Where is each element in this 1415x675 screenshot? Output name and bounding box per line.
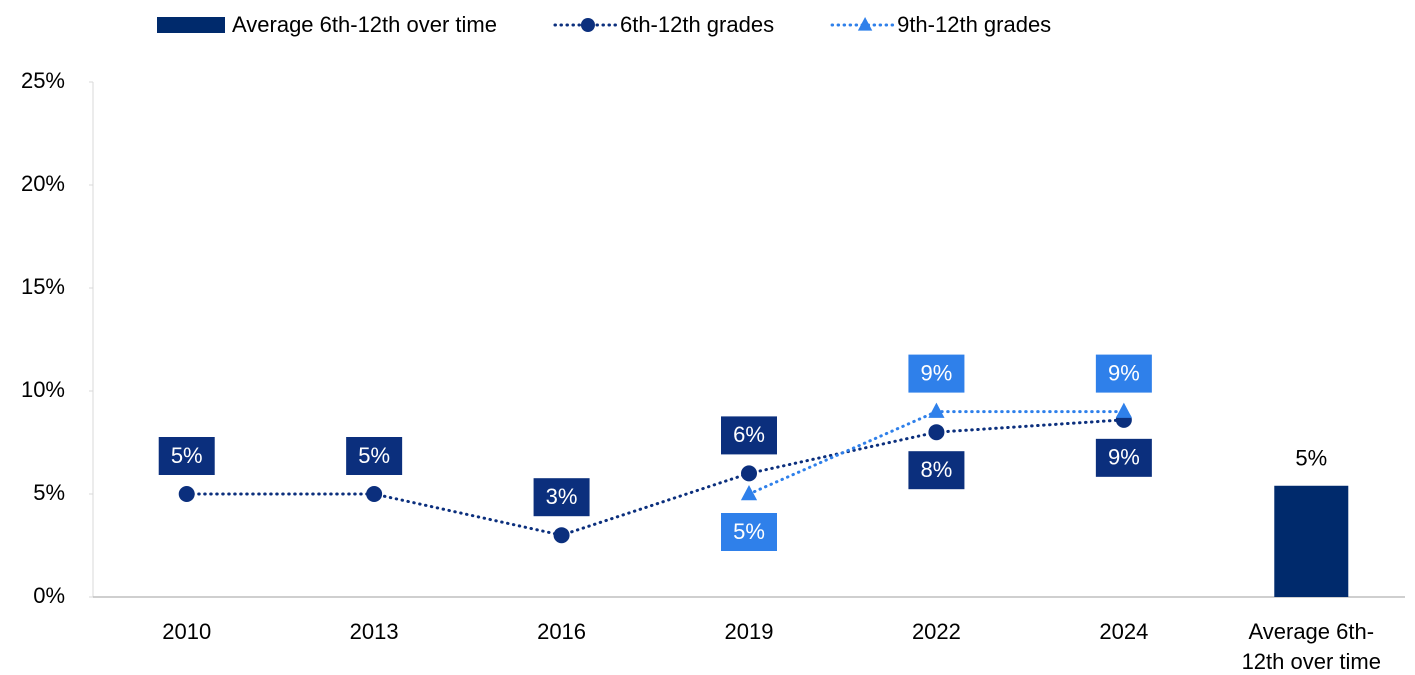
label-box	[1095, 438, 1152, 477]
y-tick-label: 5%	[33, 480, 65, 505]
label-box	[1095, 354, 1152, 393]
point	[928, 402, 945, 418]
label-box	[908, 354, 965, 393]
line	[185, 418, 1126, 537]
point	[1115, 402, 1132, 418]
y-tick-label: 25%	[21, 68, 65, 93]
point	[741, 465, 757, 482]
x-tick-label: 2024	[1099, 619, 1149, 644]
point	[178, 486, 195, 502]
x-tick-label: 2010	[162, 619, 212, 644]
legend-label: 9th-12th grades	[897, 12, 1051, 37]
x-tick-label: 2022	[911, 619, 961, 644]
x-tick-label: 2019	[724, 619, 774, 644]
point	[553, 527, 570, 544]
y-tick-label: 20%	[21, 171, 65, 196]
data-label: 3%	[546, 484, 578, 509]
data-label: 5%	[733, 519, 765, 544]
point	[740, 485, 758, 501]
y-tick-label: 0%	[33, 583, 65, 608]
label-box	[908, 451, 965, 490]
label-box	[533, 478, 590, 517]
data-label: 5%	[171, 443, 203, 468]
legend-marker	[580, 18, 595, 32]
point	[366, 486, 383, 502]
legend-marker	[857, 17, 873, 31]
y-tick-label: 10%	[21, 377, 65, 402]
data-label: 5%	[1295, 446, 1327, 471]
label-box	[721, 416, 777, 455]
y-tick-label: 15%	[21, 274, 65, 299]
label-box	[721, 513, 777, 551]
label-box	[158, 437, 215, 475]
legend-label: Average 6th-12th over time	[232, 12, 497, 37]
data-label: 6%	[733, 422, 765, 447]
data-label: 8%	[921, 457, 953, 482]
x-tick-label: 2016	[537, 619, 587, 644]
legend-swatch	[157, 17, 225, 33]
data-label: 9%	[1108, 445, 1140, 470]
bar	[1274, 485, 1349, 597]
data-label: 5%	[358, 443, 390, 468]
legend-label: 6th-12th grades	[620, 12, 774, 37]
point	[928, 424, 945, 441]
x-tick-label: Average 6th-12th over time	[1241, 619, 1381, 674]
x-tick-label: 2013	[349, 619, 399, 644]
data-label: 9%	[1108, 360, 1140, 385]
label-box	[346, 437, 403, 475]
data-label: 9%	[921, 360, 953, 385]
